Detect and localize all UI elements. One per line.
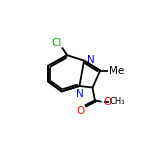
Text: N: N [87,55,95,65]
Text: O: O [76,106,84,116]
Text: N: N [76,89,84,99]
Text: Me: Me [109,66,124,76]
Text: Cl: Cl [52,38,62,48]
Text: CH₃: CH₃ [109,97,125,106]
Text: O: O [103,97,111,107]
